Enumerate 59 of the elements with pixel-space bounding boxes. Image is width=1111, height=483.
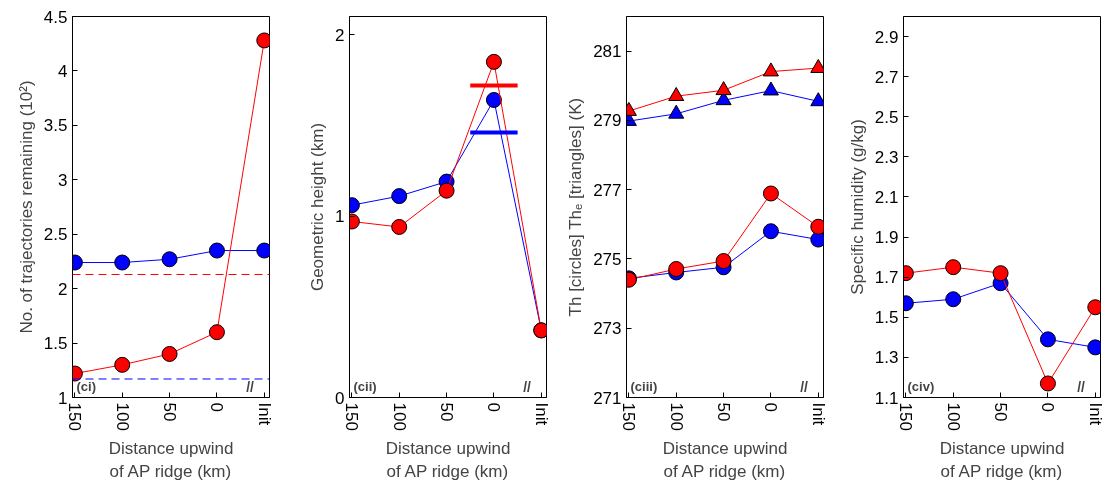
y-tick-label: 2.3 [874, 147, 899, 167]
x-axis-title: Distance upwind of AP ridge (km) [662, 438, 788, 481]
y-tick-label: 3 [58, 170, 68, 190]
x-tick-label: Init [808, 402, 828, 426]
y-tick-label: 1.1 [874, 388, 899, 408]
x-tick-label: 50 [991, 402, 1011, 422]
y-tick-label: 4.5 [43, 7, 68, 27]
y-tick-label: 1.5 [43, 334, 68, 354]
annotation: (cii) [353, 378, 377, 394]
y-tick-label: 1.7 [874, 268, 899, 288]
x-tick-label: 50 [160, 402, 180, 422]
y-tick-label: 2.5 [874, 107, 899, 127]
annotation: (ciii) [630, 378, 658, 394]
x-tick-label: 100 [389, 402, 409, 431]
x-tick-label: 150 [342, 402, 362, 431]
annotation: (ci) [76, 378, 96, 394]
x-tick-label: 0 [1038, 402, 1058, 412]
annotation: (civ) [907, 378, 935, 394]
annotation: // [246, 378, 255, 395]
x-tick-label: 0 [761, 402, 781, 412]
y-axis-title: Geometric height (km) [308, 122, 328, 292]
y-axis-title: No. of trajectories remaining (10²) [16, 80, 36, 334]
y-axis-title: Th [circles] Thₑ [triangles] (K) [566, 97, 586, 317]
y-tick-label: 279 [593, 111, 622, 131]
x-tick-label: 100 [666, 402, 686, 431]
y-tick-label: 1.9 [874, 228, 899, 248]
x-tick-label: 50 [437, 402, 457, 422]
x-tick-label: 100 [943, 402, 963, 431]
x-tick-label: Init [1085, 402, 1105, 426]
y-tick-label: 2.5 [43, 225, 68, 245]
y-tick-label: 275 [593, 249, 622, 269]
x-tick-label: Init [531, 402, 551, 426]
y-tick-label: 1 [58, 388, 68, 408]
annotation: // [523, 378, 532, 395]
x-axis-title: Distance upwind of AP ridge (km) [939, 438, 1065, 481]
y-tick-label: 281 [593, 42, 622, 62]
x-axis-title: Distance upwind of AP ridge (km) [385, 438, 511, 481]
x-tick-label: Init [254, 402, 274, 426]
x-tick-label: 0 [484, 402, 504, 412]
y-tick-label: 277 [593, 180, 622, 200]
y-tick-label: 2.7 [874, 67, 899, 87]
y-tick-label: 2 [58, 279, 68, 299]
y-tick-label: 2.9 [874, 27, 899, 47]
x-tick-label: 50 [714, 402, 734, 422]
x-axis-title: Distance upwind of AP ridge (km) [108, 438, 234, 481]
x-tick-label: 100 [112, 402, 132, 431]
y-tick-label: 2.1 [874, 187, 899, 207]
y-tick-label: 271 [593, 388, 622, 408]
y-tick-label: 1 [335, 207, 345, 227]
x-tick-label: 0 [207, 402, 227, 412]
annotation: // [800, 378, 809, 395]
y-tick-label: 4 [58, 61, 68, 81]
y-tick-label: 3.5 [43, 116, 68, 136]
y-tick-label: 2 [335, 25, 345, 45]
y-tick-label: 1.5 [874, 308, 899, 328]
annotation: // [1077, 378, 1086, 395]
y-tick-label: 1.3 [874, 348, 899, 368]
y-axis-title: Specific humidity (g/kg) [847, 119, 867, 295]
y-tick-label: 273 [593, 319, 622, 339]
